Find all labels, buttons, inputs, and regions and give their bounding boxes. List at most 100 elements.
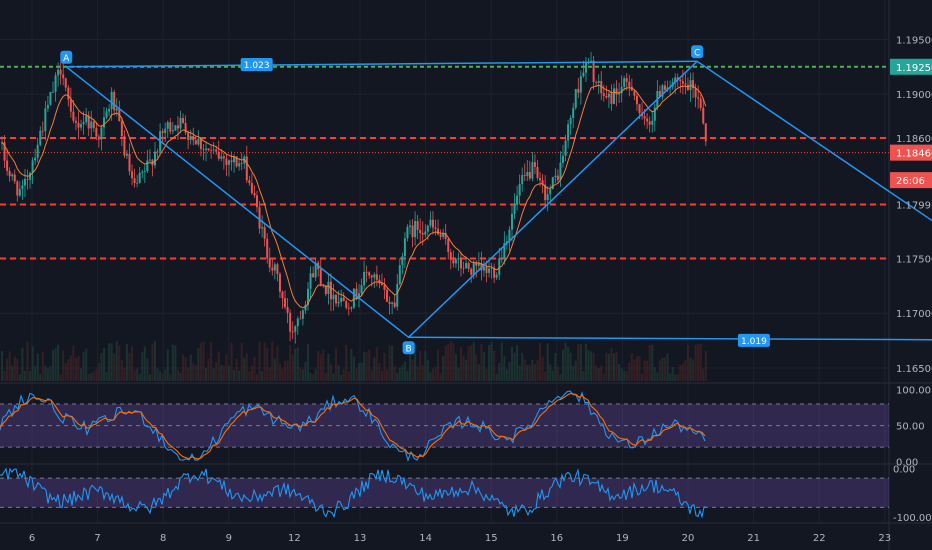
candle-body: [704, 123, 707, 142]
volume-bar: [401, 365, 404, 381]
candle-body: [34, 157, 37, 161]
volume-bar: [34, 366, 37, 381]
pattern-ratio-label: 1.023: [244, 61, 270, 71]
candle-body: [419, 229, 422, 234]
candle-body: [676, 77, 679, 80]
volume-bar: [222, 365, 225, 381]
candle-body: [541, 180, 544, 185]
candle-body: [90, 121, 93, 129]
volume-bar: [174, 345, 177, 381]
volume-bar: [386, 369, 389, 381]
candle-body: [199, 138, 202, 149]
volume-bar: [64, 363, 67, 381]
candle-body: [437, 228, 440, 235]
candle-body: [256, 195, 258, 208]
candle-body: [39, 130, 42, 145]
candle-body: [577, 88, 580, 93]
time-axis[interactable]: 6 7 8 9 12 13 14 15 16 19 20 21 22 23: [29, 533, 891, 544]
candle-body: [635, 95, 638, 105]
volume-bar: [184, 356, 187, 381]
candle-body: [309, 273, 312, 289]
candle-body: [651, 120, 654, 125]
candle-body: [21, 185, 24, 190]
candle-body: [493, 267, 496, 278]
volume-bar: [217, 351, 220, 381]
volume-bar: [31, 346, 34, 381]
volume-bar: [676, 374, 679, 381]
volume-bar: [664, 357, 666, 381]
volume-bar: [85, 348, 88, 381]
volume-bar: [378, 363, 381, 381]
candle-body: [253, 193, 256, 196]
time-tick-label: 21: [747, 533, 760, 544]
volume-bar: [600, 365, 603, 381]
volume-bar: [416, 366, 419, 381]
volume-bar: [77, 355, 80, 381]
volume-bar: [368, 349, 371, 381]
candle-body: [352, 288, 355, 308]
candle-body: [562, 155, 564, 163]
candle-body: [151, 159, 154, 166]
volume-bar: [319, 354, 322, 381]
candle-body: [314, 262, 317, 278]
candle-body: [248, 180, 251, 184]
price-badge: [890, 58, 932, 75]
candle-body: [187, 132, 190, 140]
candle-body: [176, 125, 179, 129]
volume-bar: [151, 343, 154, 381]
candle-body: [72, 111, 75, 121]
candle-body: [225, 158, 228, 165]
volume-bar: [187, 367, 190, 381]
volume-bar: [584, 343, 587, 381]
volume-bar: [268, 367, 271, 381]
volume-bar: [697, 344, 700, 381]
volume-bar: [301, 369, 304, 381]
candle-body: [281, 291, 284, 299]
volume-bar: [59, 374, 62, 381]
candle-body: [347, 307, 350, 309]
volume-bar: [613, 353, 615, 381]
volume-bar: [118, 345, 121, 381]
candle-body: [482, 266, 485, 271]
candle-body: [646, 118, 649, 122]
volume-bar: [146, 358, 149, 381]
candle-body: [658, 90, 661, 97]
pattern-point-badge: [691, 45, 704, 59]
volume-bar: [215, 362, 218, 381]
volume-bar: [105, 371, 108, 381]
volume-bar: [592, 352, 595, 381]
candle-body: [77, 122, 80, 128]
candle-body: [416, 221, 419, 230]
volume-bar: [233, 370, 236, 381]
candle-body: [148, 159, 151, 161]
volume-bar: [245, 353, 248, 381]
price-badge-label: 1.19250: [896, 63, 932, 74]
volume-bar: [393, 365, 396, 381]
candle-body: [664, 85, 666, 90]
candle-body: [337, 301, 340, 304]
volume-bar: [437, 349, 440, 381]
volume-bar: [176, 370, 179, 381]
price-axis[interactable]: 1.19500 1.19000 1.18600 1.17992 1.17500 1.170…: [890, 35, 932, 524]
volume-bar: [324, 372, 327, 381]
candle-body: [291, 331, 294, 333]
candle-body: [569, 118, 572, 125]
candle-body: [536, 166, 539, 178]
candle-body: [205, 148, 207, 150]
candle-body: [511, 213, 513, 230]
candle-body: [23, 179, 26, 186]
candle-body: [393, 302, 396, 307]
volume-bar: [21, 347, 24, 381]
volume-bar: [505, 369, 508, 381]
candle-body: [452, 259, 455, 264]
volume-bar: [41, 352, 44, 381]
candle-body: [503, 243, 506, 258]
candle-body: [182, 118, 185, 123]
stochastic-pane: [0, 390, 889, 462]
abcd-pattern[interactable]: A B C 1.023 1.019: [60, 45, 932, 355]
candle-body: [375, 274, 378, 280]
candle-body: [551, 177, 554, 189]
volume-bar: [590, 351, 593, 381]
price-tick-label: 1.17500: [896, 254, 932, 265]
